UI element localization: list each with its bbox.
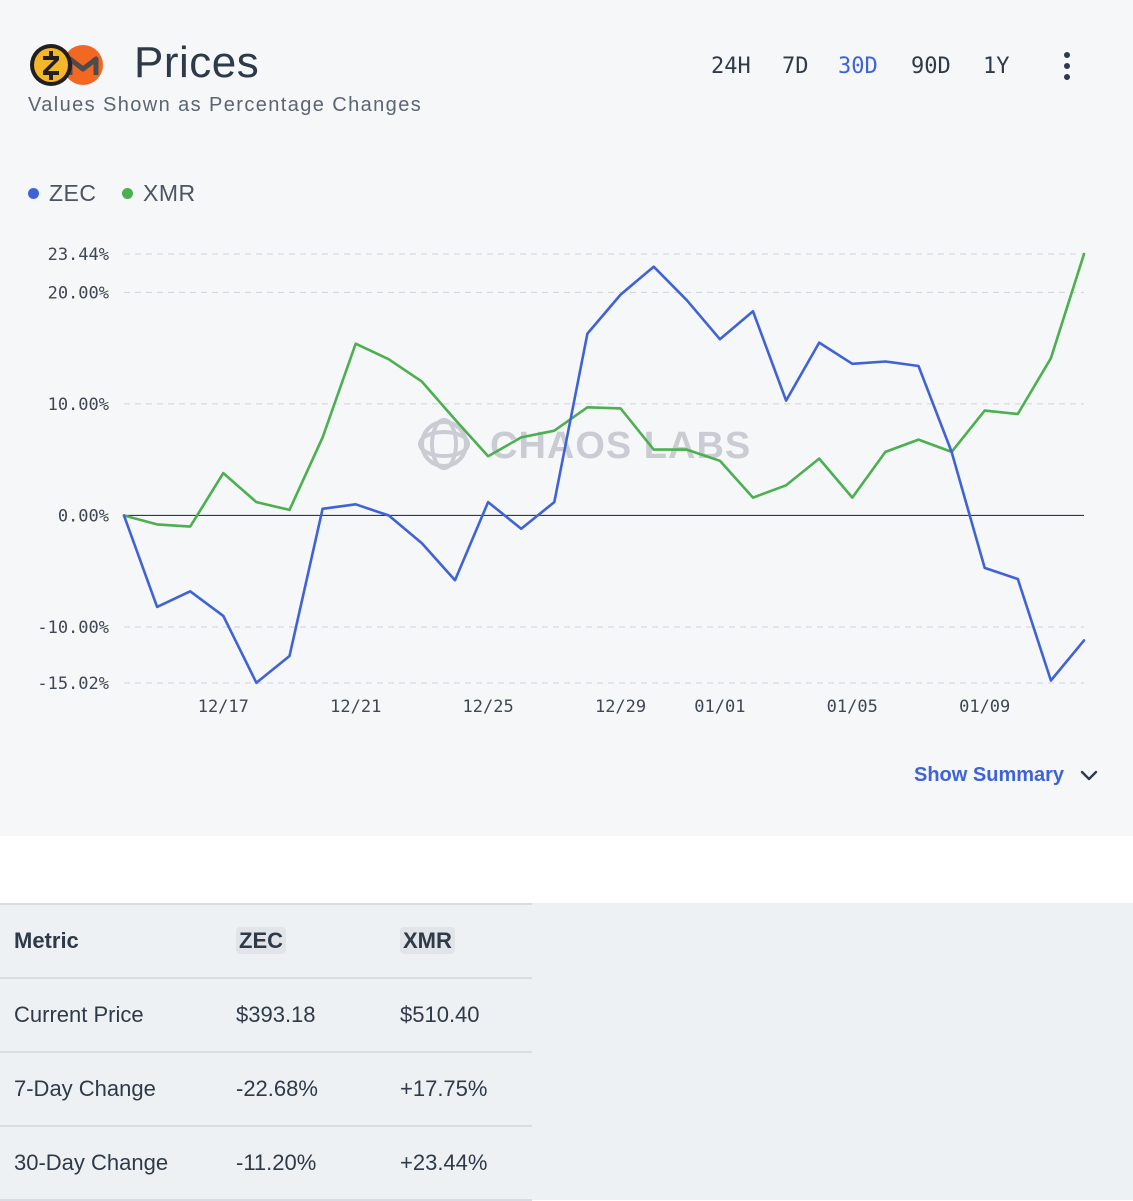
- legend-label-zec: ZEC: [49, 180, 97, 206]
- legend-label-xmr: XMR: [143, 180, 196, 206]
- xmr-value: +23.44%: [386, 1126, 532, 1201]
- range-90d-button[interactable]: 90D: [911, 54, 951, 79]
- xmr-value: $510.40: [386, 978, 532, 1053]
- x-tick-label: 12/17: [198, 697, 249, 717]
- y-tick-label: 0.00%: [58, 506, 109, 526]
- y-tick-label: -15.02%: [37, 674, 109, 694]
- prices-card: Prices Values Shown as Percentage Change…: [28, 38, 1098, 787]
- header-zec: ZEC: [222, 903, 386, 979]
- x-tick-label: 01/05: [827, 697, 878, 717]
- x-tick-label: 01/01: [694, 697, 745, 717]
- chaos-labs-watermark: CHAOS LABS: [418, 418, 751, 470]
- chevron-down-icon: [1080, 770, 1098, 780]
- table-header-row: Metric ZEC XMR: [0, 903, 532, 979]
- header-xmr: XMR: [386, 903, 532, 979]
- series-line-xmr[interactable]: [122, 252, 1086, 528]
- page-subtitle: Values Shown as Percentage Changes: [28, 94, 423, 116]
- y-axis: 23.44% 20.00% 10.00% 0.00% -10.00% -15.02%: [37, 245, 109, 694]
- x-tick-label: 12/29: [595, 697, 646, 717]
- watermark-text: CHAOS LABS: [490, 425, 751, 467]
- table-row: 7-Day Change -22.68% +17.75%: [0, 1052, 532, 1127]
- x-axis: 12/17 12/21 12/25 12/29 01/01 01/05 01/09: [198, 697, 1011, 717]
- series-line-zec[interactable]: [122, 265, 1086, 685]
- legend-dot-zec: [28, 188, 39, 199]
- metric-name: 30-Day Change: [0, 1126, 222, 1201]
- metrics-section: Metric ZEC XMR Current Price $393.18 $51…: [0, 903, 1133, 1201]
- zec-value: -22.68%: [222, 1052, 386, 1127]
- metrics-table: Metric ZEC XMR Current Price $393.18 $51…: [0, 903, 532, 1201]
- x-tick-label: 12/25: [463, 697, 514, 717]
- zec-value: $393.18: [222, 978, 386, 1053]
- metric-name: Current Price: [0, 978, 222, 1053]
- range-1y-button[interactable]: 1Y: [983, 54, 1010, 79]
- y-tick-label: 20.00%: [48, 283, 109, 303]
- legend-dot-xmr: [122, 188, 133, 199]
- zec-value: -11.20%: [222, 1126, 386, 1201]
- xmr-value: +17.75%: [386, 1052, 532, 1127]
- price-chart: CHAOS LABS 23.44% 20.00% 10.00% 0.00% -10.00…: [37, 245, 1086, 717]
- header-xmr-label: XMR: [400, 927, 455, 954]
- y-tick-label: 10.00%: [48, 395, 109, 415]
- range-7d-button[interactable]: 7D: [782, 54, 809, 79]
- metric-name: 7-Day Change: [0, 1052, 222, 1127]
- header-metric: Metric: [0, 903, 222, 979]
- series-lines: [122, 252, 1086, 685]
- xmr-logo-icon: [63, 45, 103, 85]
- legend-item-xmr[interactable]: XMR: [122, 180, 196, 207]
- x-tick-label: 01/09: [959, 697, 1010, 717]
- show-summary-button[interactable]: Show Summary: [914, 764, 1098, 787]
- range-30d-button[interactable]: 30D: [838, 54, 878, 79]
- range-24h-button[interactable]: 24H: [711, 54, 751, 79]
- y-tick-label: -10.00%: [37, 618, 109, 638]
- chaos-labs-logo-icon: [418, 418, 470, 470]
- table-row: Current Price $393.18 $510.40: [0, 978, 532, 1053]
- page-title: Prices: [134, 38, 260, 87]
- y-tick-label: 23.44%: [48, 245, 109, 265]
- show-summary-label: Show Summary: [914, 764, 1065, 786]
- legend-item-zec[interactable]: ZEC: [28, 180, 97, 207]
- more-options-icon[interactable]: [1060, 52, 1074, 82]
- table-row: 30-Day Change -11.20% +23.44%: [0, 1126, 532, 1201]
- x-tick-label: 12/21: [330, 697, 381, 717]
- chart-grid: [124, 253, 1084, 684]
- header-zec-label: ZEC: [236, 927, 286, 954]
- zec-xmr-logo-icon: [30, 44, 103, 86]
